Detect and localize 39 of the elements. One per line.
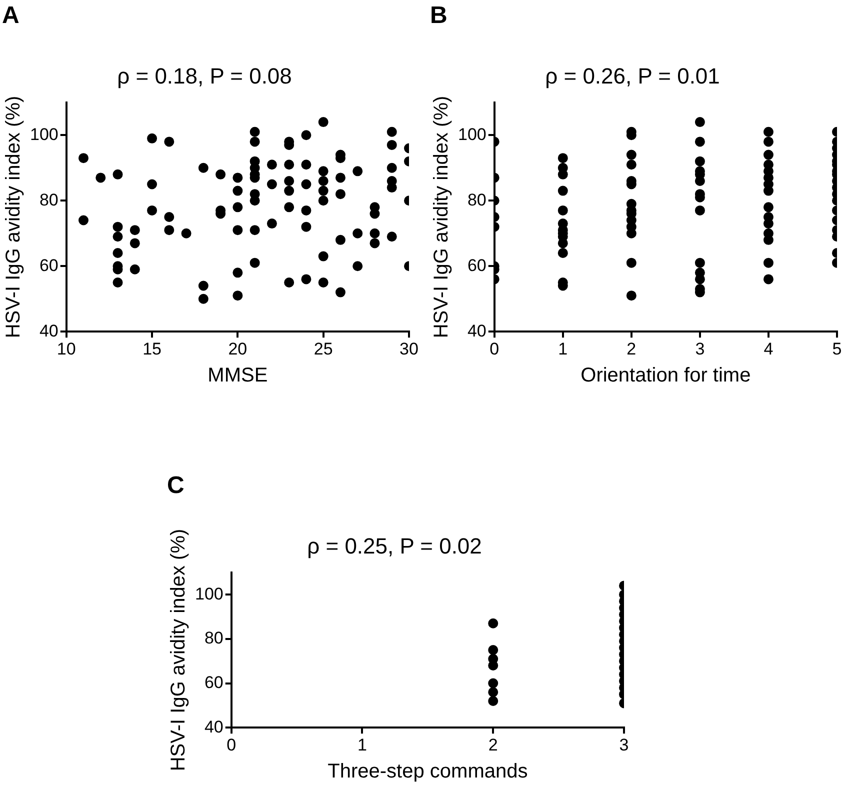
- chart-title: ρ = 0.25, P = 0.02: [307, 533, 482, 558]
- x-tick-label: 1: [358, 735, 367, 754]
- x-tick-label: 20: [228, 339, 248, 358]
- y-tick-label: 40: [467, 321, 486, 340]
- y-axis-title: HSV-I IgG avidity index (%): [430, 96, 453, 338]
- y-axis-title: HSV-I IgG avidity index (%): [168, 528, 190, 772]
- y-tick-label: 100: [458, 124, 486, 144]
- x-tick-label: 2: [626, 339, 636, 358]
- text: C: [167, 472, 184, 500]
- x-tick-label: 2: [488, 735, 498, 754]
- x-tick-label: 0: [226, 735, 236, 754]
- text: A: [2, 2, 20, 30]
- y-tick-label: 60: [204, 672, 224, 692]
- x-tick-label: 3: [619, 735, 629, 754]
- chart-title: ρ = 0.18, P = 0.08: [117, 63, 292, 88]
- y-tick-label: 60: [467, 256, 486, 275]
- y-tick-label: 40: [204, 717, 224, 736]
- x-tick-label: 3: [695, 339, 705, 358]
- x-tick-label: 4: [764, 339, 774, 358]
- chart-title: ρ = 0.26, P = 0.01: [545, 63, 720, 88]
- text: B: [430, 2, 448, 30]
- y-tick-label: 100: [194, 584, 224, 604]
- x-tick-label: 1: [558, 339, 568, 358]
- x-tick-label: 15: [142, 339, 162, 358]
- y-axis-title: HSV-I IgG avidity index (%): [2, 96, 25, 338]
- x-tick-label: 10: [56, 339, 76, 358]
- x-tick-label: 25: [314, 339, 333, 358]
- x-tick-label: 0: [490, 339, 500, 358]
- y-tick-label: 100: [30, 124, 58, 144]
- x-axis-title: MMSE: [208, 364, 268, 387]
- y-tick-label: 80: [204, 628, 224, 648]
- x-tick-label: 30: [400, 339, 418, 358]
- x-axis-title: Three-step commands: [328, 760, 528, 783]
- y-tick-label: 80: [467, 190, 486, 210]
- y-tick-label: 60: [39, 256, 58, 275]
- x-tick-label: 5: [832, 339, 842, 358]
- y-tick-label: 80: [39, 190, 58, 210]
- x-axis-title: Orientation for time: [580, 364, 751, 387]
- y-tick-label: 40: [39, 321, 58, 340]
